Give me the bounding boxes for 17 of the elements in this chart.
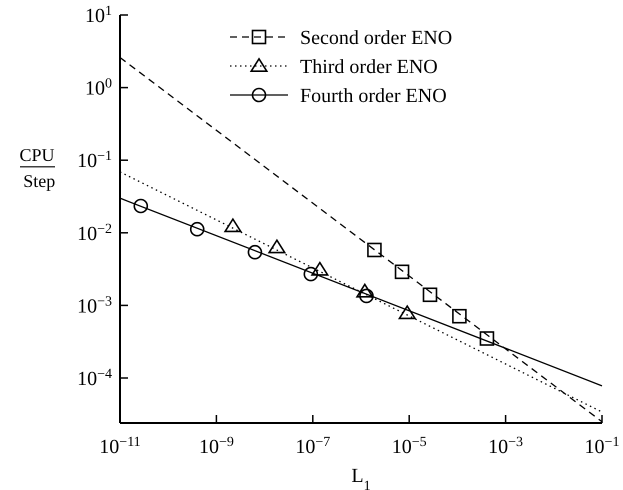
x-tick-label: 10$^{−7}$ <box>295 434 330 458</box>
legend-label: Second order ENO <box>300 27 452 49</box>
x-tick-label: 10$^{−9}$ <box>198 434 234 458</box>
legend-label: Third order ENO <box>300 56 438 78</box>
y-axis-title: CPU Step <box>18 144 56 191</box>
y-tick-label: 10$^{−4}$ <box>77 366 112 390</box>
x-tick-label: 10$^{−3}$ <box>488 434 524 458</box>
y-tick-label: 10$^{0}$ <box>85 76 112 100</box>
y-tick-label: 10$^{−1}$ <box>77 148 112 172</box>
y-tick-label: 10$^{−3}$ <box>77 294 112 318</box>
y-tick-label: 10$^{−2}$ <box>77 221 112 245</box>
x-tick-label: 10$^{−11}$ <box>99 434 141 458</box>
y-tick-label: 10$^{1}$ <box>85 4 112 27</box>
x-axis-title: L$_{1}$ <box>351 465 371 490</box>
x-tick-label: 10$^{−5}$ <box>392 434 427 458</box>
legend-label: Fourth order ENO <box>300 85 447 107</box>
x-tick-label: 10$^{−1}$ <box>584 434 620 458</box>
